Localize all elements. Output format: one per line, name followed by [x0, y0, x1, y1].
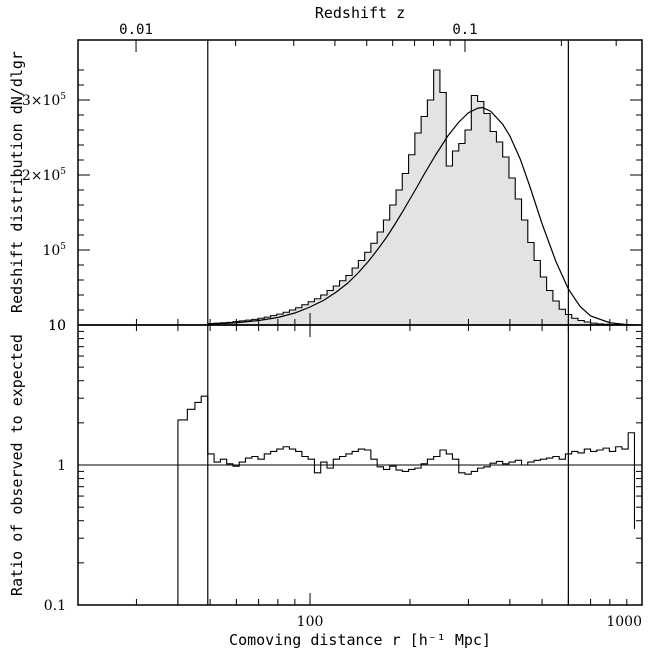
top-axis-title: Redshift z	[315, 4, 405, 22]
y-tick-label-bottom: 10	[48, 318, 66, 334]
y-tick-label-base: 2×10	[22, 168, 60, 184]
top-axis-tick-label: 0.01	[119, 22, 153, 38]
y-tick-label-top: 105	[42, 242, 66, 259]
x-tick-label: 100	[297, 614, 324, 630]
y-tick-label-exponent: 5	[60, 167, 66, 177]
y-tick-label-top: 10	[48, 318, 66, 334]
histogram-observed	[207, 69, 636, 326]
ratio-step-line	[177, 395, 636, 605]
x-axis-title: Comoving distance r [h⁻¹ Mpc]	[229, 631, 491, 649]
model-curve	[207, 106, 635, 326]
y-tick-label-exponent: 5	[60, 242, 66, 252]
y-tick-label-bottom: 0.1	[44, 598, 66, 614]
y-tick-label-top: 3×105	[22, 92, 66, 109]
y-tick-label-exponent: 5	[60, 92, 66, 102]
top-axis-tick-label: 0.1	[452, 22, 477, 38]
x-tick-label: 1000	[606, 614, 642, 630]
bottom-y-axis-title: Ratio of observed to expected	[8, 334, 26, 596]
bottom-panel: 0.1 1 10 100 1000	[44, 318, 643, 630]
top-y-axis-title: Redshift distribution dN/dlgr	[8, 51, 26, 313]
y-tick-label-bottom: 1	[57, 458, 66, 474]
y-tick-label-base: 3×10	[22, 93, 60, 109]
y-tick-label-top: 2×105	[22, 167, 66, 184]
y-tick-label-base: 10	[48, 318, 66, 334]
y-tick-label-base: 10	[42, 243, 60, 259]
